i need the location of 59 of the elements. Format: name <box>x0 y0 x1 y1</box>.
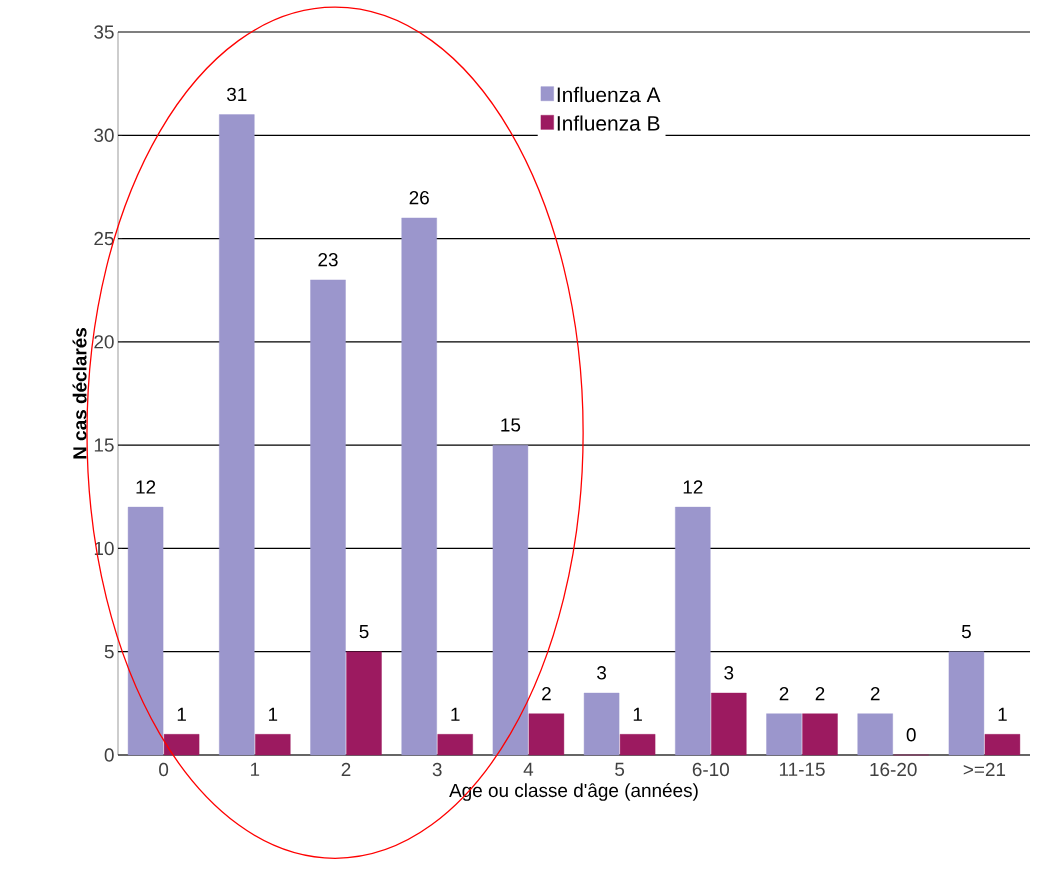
bar <box>802 713 838 756</box>
bar <box>492 444 529 756</box>
y-axis-title: N cas déclarés <box>72 328 87 459</box>
x-tick-label: 16-20 <box>870 762 917 777</box>
y-tick-label: 0 <box>104 748 114 762</box>
y-tick-label: 15 <box>94 438 114 452</box>
data-label: 31 <box>226 87 247 102</box>
data-label: 1 <box>451 707 460 721</box>
bar <box>948 651 985 756</box>
x-tick-label: 0 <box>159 762 169 777</box>
bar <box>619 734 656 756</box>
data-label: 15 <box>501 418 521 432</box>
data-label: 12 <box>136 480 156 494</box>
x-tick-label: >=21 <box>963 762 1006 776</box>
data-label: 2 <box>815 686 825 701</box>
data-label: 23 <box>318 252 338 267</box>
legend-label: Influenza B <box>557 115 660 131</box>
data-label: 12 <box>683 480 703 494</box>
data-label: 3 <box>724 666 734 680</box>
bar <box>127 506 164 756</box>
legend-label: Influenza A <box>557 86 661 103</box>
bar <box>984 734 1021 756</box>
data-label: 1 <box>998 707 1007 721</box>
y-tick-label: 20 <box>94 335 114 349</box>
x-tick-label: 4 <box>523 762 534 776</box>
data-label: 2 <box>779 686 789 701</box>
data-label: 26 <box>409 190 429 205</box>
data-label: 2 <box>870 686 880 701</box>
bar <box>401 217 437 756</box>
bar <box>255 734 291 756</box>
data-label: 2 <box>542 686 551 701</box>
x-tick-label: 3 <box>432 762 442 777</box>
data-label: 5 <box>359 624 369 639</box>
bar <box>219 114 255 756</box>
x-tick-label: 5 <box>615 762 625 776</box>
bar <box>163 734 200 756</box>
x-tick-label: 1 <box>250 762 260 776</box>
data-label: 0 <box>906 728 916 742</box>
y-tick-label: 35 <box>94 25 114 39</box>
x-tick-label: 6-10 <box>692 762 729 777</box>
y-tick-label: 30 <box>94 128 114 142</box>
data-label: 5 <box>961 624 971 639</box>
x-tick-label: 11-15 <box>779 762 825 776</box>
data-label: 1 <box>268 707 278 721</box>
x-tick-label: 2 <box>341 762 351 776</box>
bar <box>766 713 802 756</box>
bar <box>528 713 565 756</box>
data-label: 1 <box>177 707 186 721</box>
data-label: 1 <box>633 707 642 721</box>
bar <box>675 506 711 756</box>
bar <box>857 713 893 756</box>
bar <box>711 692 747 756</box>
data-label: 3 <box>597 666 607 680</box>
bar <box>437 734 473 756</box>
bar <box>346 651 382 756</box>
y-tick-label: 25 <box>94 231 114 246</box>
y-tick-label: 5 <box>104 645 114 659</box>
bar <box>583 692 620 756</box>
bar <box>310 279 346 756</box>
